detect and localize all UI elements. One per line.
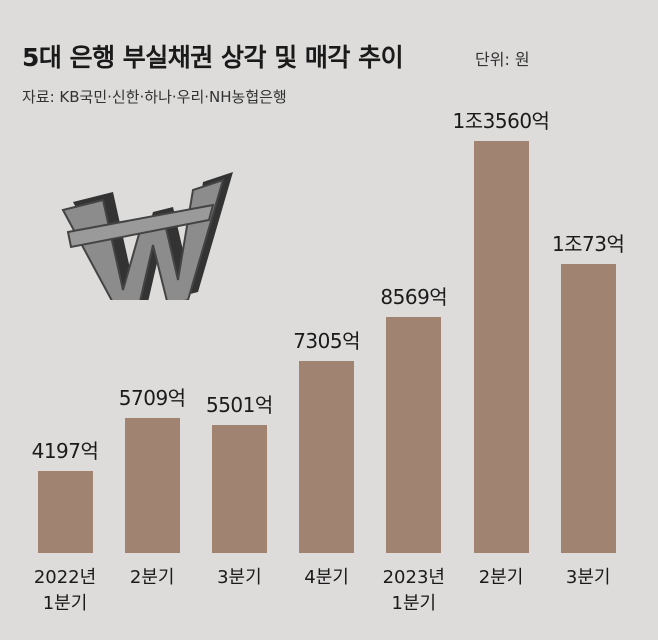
chart-title: 5대 은행 부실채권 상각 및 매각 추이 [22, 43, 404, 72]
x-tick-label: 3분기 [217, 567, 262, 588]
value-label: 1조3560억 [452, 108, 550, 133]
bar [386, 316, 442, 553]
bar [211, 425, 267, 553]
x-tick-label: 2분기 [129, 567, 175, 588]
value-label: 4197억 [31, 438, 99, 463]
bar [473, 140, 529, 553]
value-label: 1조73억 [551, 231, 625, 256]
source-note: 자료: KB국민·신한·하나·우리·NH농협은행 [22, 88, 287, 106]
value-label: 8569억 [380, 284, 448, 309]
unit-note: 단위: 원 [475, 50, 530, 69]
x-tick-label: 3분기 [565, 567, 611, 588]
x-tick-label: 2분기 [478, 567, 524, 588]
value-label: 5709억 [118, 385, 186, 410]
x-tick-label: 2022년 1분기 [33, 567, 97, 614]
bar [299, 361, 355, 553]
bar [37, 470, 93, 553]
x-tick-label: 4분기 [304, 567, 349, 588]
bar [560, 263, 616, 553]
x-tick-label: 2023년 1분기 [382, 567, 445, 614]
won-icon [61, 172, 233, 300]
value-label: 5501억 [205, 393, 273, 417]
value-label: 7305억 [293, 329, 360, 354]
bar [124, 417, 180, 553]
